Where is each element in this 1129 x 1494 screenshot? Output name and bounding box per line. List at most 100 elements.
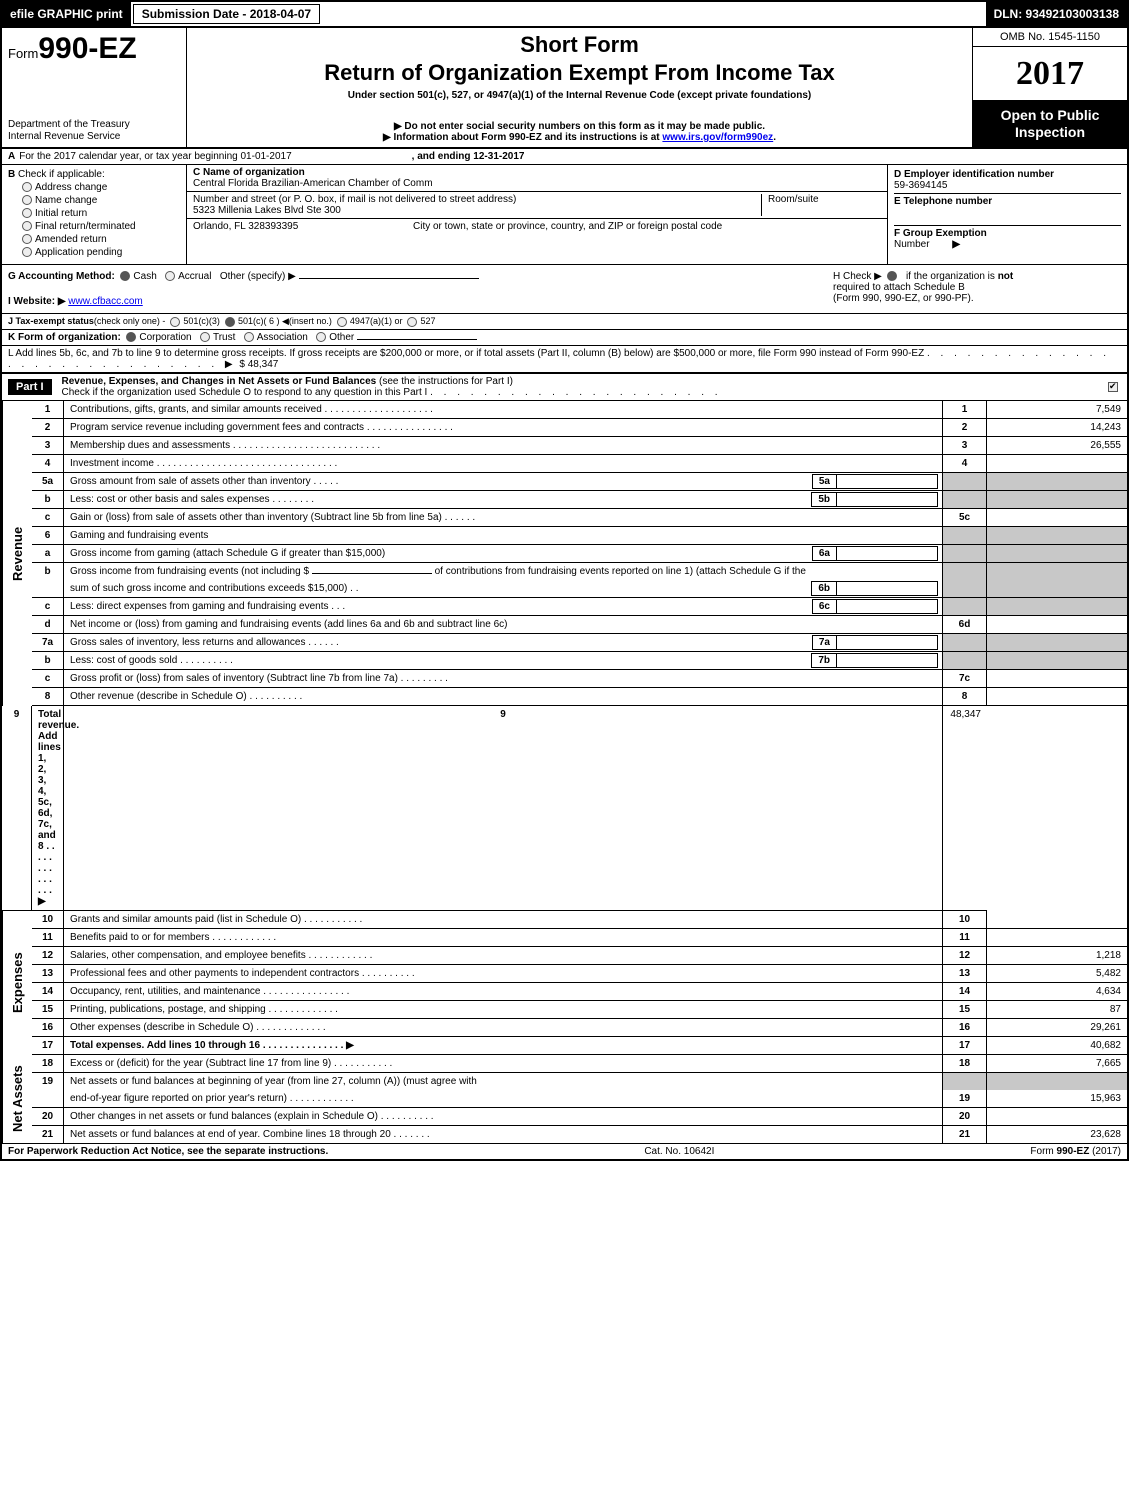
under-section-text: Under section 501(c), 527, or 4947(a)(1)… <box>193 90 966 101</box>
section-h: H Check ▶ if the organization is not req… <box>827 265 1127 313</box>
radio-cash[interactable] <box>120 271 130 281</box>
radio-501c[interactable] <box>225 317 235 327</box>
chk-initial-return[interactable]: Initial return <box>22 208 180 219</box>
desc-6a: Gross income from gaming (attach Schedul… <box>64 545 943 563</box>
section-j-label: J Tax-exempt status <box>8 316 94 326</box>
num-16: 16 <box>943 1019 987 1037</box>
chk-amended-return[interactable]: Amended return <box>22 234 180 245</box>
form-990ez-page: efile GRAPHIC print Submission Date - 20… <box>0 0 1129 1161</box>
ln-3: 3 <box>32 437 64 455</box>
part-i-check-dots: . . . . . . . . . . . . . . . . . . . . … <box>430 387 721 398</box>
section-f-arrow: ▶ <box>952 239 960 250</box>
section-h-post: if the organization is <box>906 271 995 282</box>
section-l: L Add lines 5b, 6c, and 7b to line 9 to … <box>2 346 1127 374</box>
section-c-col: C Name of organization Central Florida B… <box>187 165 887 264</box>
box-5a-n: 5a <box>813 475 837 488</box>
ln-1: 1 <box>32 401 64 419</box>
desc-7a-text: Gross sales of inventory, less returns a… <box>70 637 339 648</box>
num-7b-gray <box>943 652 987 670</box>
section-a-row: A For the 2017 calendar year, or tax yea… <box>2 149 1127 165</box>
val-6a-gray <box>987 545 1127 563</box>
opt-4947: 4947(a)(1) or <box>350 316 403 326</box>
val-11 <box>987 929 1127 947</box>
ln-13: 13 <box>32 965 64 983</box>
desc-5a: Gross amount from sale of assets other t… <box>64 473 943 491</box>
ln-11: 11 <box>32 929 64 947</box>
chk-final-return[interactable]: Final return/terminated <box>22 221 180 232</box>
num-3: 3 <box>943 437 987 455</box>
val-5a-gray <box>987 473 1127 491</box>
radio-corporation[interactable] <box>126 332 136 342</box>
dept-line1: Department of the Treasury <box>8 119 180 131</box>
dept-line2: Internal Revenue Service <box>8 131 180 143</box>
section-a-mid: , and ending 12-31-2017 <box>412 151 525 162</box>
bullet-2: ▶ Information about Form 990-EZ and its … <box>193 132 966 143</box>
num-5b-gray <box>943 491 987 509</box>
expenses-table: Expenses 10 Grants and similar amounts p… <box>2 911 1127 1055</box>
val-19: 15,963 <box>987 1090 1127 1108</box>
num-6b-gray2 <box>943 580 987 598</box>
website-link[interactable]: www.cfbacc.com <box>68 296 142 307</box>
opt-amended-return: Amended return <box>35 234 107 245</box>
address-row: Number and street (or P. O. box, if mail… <box>187 192 887 219</box>
desc-15: Printing, publications, postage, and shi… <box>64 1001 943 1019</box>
desc-7b: Less: cost of goods sold . . . . . . . .… <box>64 652 943 670</box>
bullet-1: ▶ Do not enter social security numbers o… <box>193 121 966 132</box>
ln-17: 17 <box>32 1037 64 1055</box>
desc-20: Other changes in net assets or fund bala… <box>64 1108 943 1126</box>
val-7c <box>987 670 1127 688</box>
val-1: 7,549 <box>987 401 1127 419</box>
val-16: 29,261 <box>987 1019 1127 1037</box>
desc-6b-1: Gross income from fundraising events (no… <box>64 563 943 580</box>
ln-21: 21 <box>32 1126 64 1143</box>
radio-accrual[interactable] <box>165 271 175 281</box>
box-6c-v <box>837 600 937 613</box>
ln-7c: c <box>32 670 64 688</box>
ln-9: 9 <box>2 706 32 911</box>
val-4 <box>987 455 1127 473</box>
part-i-badge: Part I <box>8 379 52 395</box>
radio-4947[interactable] <box>337 317 347 327</box>
ln-5b: b <box>32 491 64 509</box>
ln-7a: 7a <box>32 634 64 652</box>
section-f-label2: Number <box>894 239 930 250</box>
num-7c: 7c <box>943 670 987 688</box>
val-2: 14,243 <box>987 419 1127 437</box>
opt-trust: Trust <box>213 332 235 343</box>
org-name-row: C Name of organization Central Florida B… <box>187 165 887 192</box>
box-6c-n: 6c <box>813 600 837 613</box>
section-def-col: D Employer identification number 59-3694… <box>887 165 1127 264</box>
desc-6b-2: sum of such gross income and contributio… <box>64 580 943 598</box>
radio-association[interactable] <box>244 332 254 342</box>
chk-address-change[interactable]: Address change <box>22 182 180 193</box>
radio-501c3[interactable] <box>170 317 180 327</box>
num-1: 1 <box>943 401 987 419</box>
radio-other[interactable] <box>316 332 326 342</box>
section-a-pre: For the 2017 calendar year, or tax year … <box>19 151 291 162</box>
val-13: 5,482 <box>987 965 1127 983</box>
chk-application-pending[interactable]: Application pending <box>22 247 180 258</box>
val-18: 7,665 <box>987 1055 1127 1073</box>
box-6a-v <box>837 547 937 560</box>
val-9: 48,347 <box>943 706 987 911</box>
val-5c <box>987 509 1127 527</box>
radio-h-check[interactable] <box>887 271 897 281</box>
section-b-col: B Check if applicable: Address change Na… <box>2 165 187 264</box>
ln-6: 6 <box>32 527 64 545</box>
desc-7c: Gross profit or (loss) from sales of inv… <box>64 670 943 688</box>
ln-14: 14 <box>32 983 64 1001</box>
radio-527[interactable] <box>407 317 417 327</box>
num-4: 4 <box>943 455 987 473</box>
num-6c-gray <box>943 598 987 616</box>
ln-20: 20 <box>32 1108 64 1126</box>
section-h-line3: (Form 990, 990-EZ, or 990-PF). <box>833 293 974 304</box>
footer-left: For Paperwork Reduction Act Notice, see … <box>8 1146 328 1157</box>
box-6b-n: 6b <box>812 582 837 595</box>
chk-schedule-o[interactable] <box>1108 382 1118 392</box>
num-21: 21 <box>943 1126 987 1143</box>
bullet-2-pre: ▶ Information about Form 990-EZ and its … <box>383 132 662 143</box>
radio-trust[interactable] <box>200 332 210 342</box>
form990ez-link[interactable]: www.irs.gov/form990ez <box>662 132 773 143</box>
opt-application-pending: Application pending <box>35 247 122 258</box>
chk-name-change[interactable]: Name change <box>22 195 180 206</box>
